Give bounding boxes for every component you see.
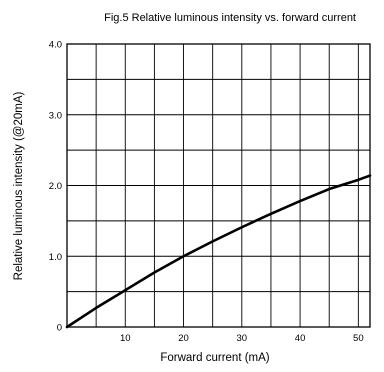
y-axis-label: Relative luminous intensity (@20mA) [13,91,25,280]
series-layer [65,174,372,329]
x-tick-labels: 10 20 30 40 50 [120,333,364,344]
series-line [65,174,372,329]
y-gridlines [67,78,370,293]
x-tick-label: 10 [120,333,131,344]
y-tick-labels: 0 1.0 2.0 3.0 4.0 [49,40,62,334]
y-tick-label: 2.0 [49,181,62,192]
x-tick-label: 30 [237,333,248,344]
y-tick-label: 1.0 [49,252,62,263]
x-tick-label: 20 [178,333,189,344]
y-tick-label: 0 [57,323,62,334]
x-axis-label: Forward current (mA) [160,352,269,364]
y-tick-label: 3.0 [49,110,62,121]
plot-frame [66,43,371,328]
chart-title: Fig.5 Relative luminous intensity vs. fo… [104,12,356,24]
y-tick-label: 4.0 [49,40,62,51]
x-tick-label: 40 [295,333,306,344]
x-tick-label: 50 [353,333,364,344]
